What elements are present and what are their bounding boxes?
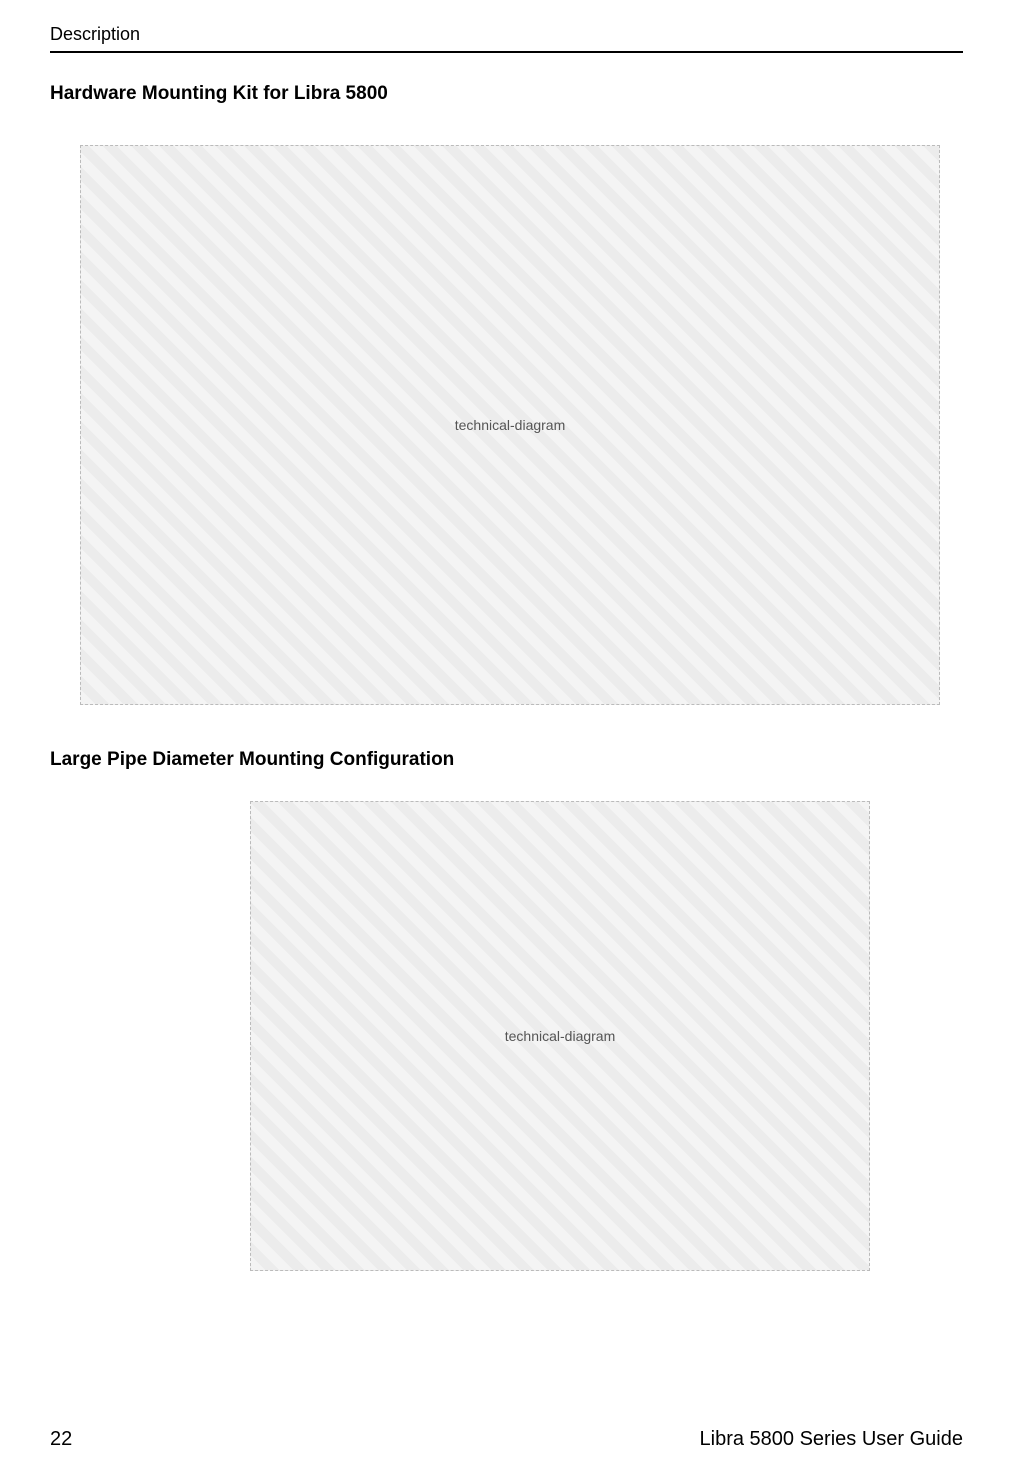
- running-header: Description: [50, 24, 963, 45]
- figure-block-hardware-kit: Unit can be rotated by 90o to operate in…: [50, 125, 963, 725]
- section-title-large-pipe: Large Pipe Diameter Mounting Configurati…: [50, 749, 963, 771]
- page-footer: 22 Libra 5800 Series User Guide: [50, 1428, 963, 1451]
- page: Description Hardware Mounting Kit for Li…: [0, 0, 1013, 1481]
- header-rule: [50, 51, 963, 53]
- page-number: 22: [50, 1428, 72, 1451]
- large-pipe-diagram: technical-diagram: [250, 801, 870, 1271]
- hardware-kit-diagram: technical-diagram: [80, 145, 940, 705]
- figure-placeholder-label: technical-diagram: [455, 417, 566, 433]
- figure-block-large-pipe: technical-diagram: [50, 791, 963, 1291]
- section-title-hardware-kit: Hardware Mounting Kit for Libra 5800: [50, 83, 963, 105]
- doc-title: Libra 5800 Series User Guide: [700, 1428, 963, 1451]
- figure-placeholder-label: technical-diagram: [505, 1028, 616, 1044]
